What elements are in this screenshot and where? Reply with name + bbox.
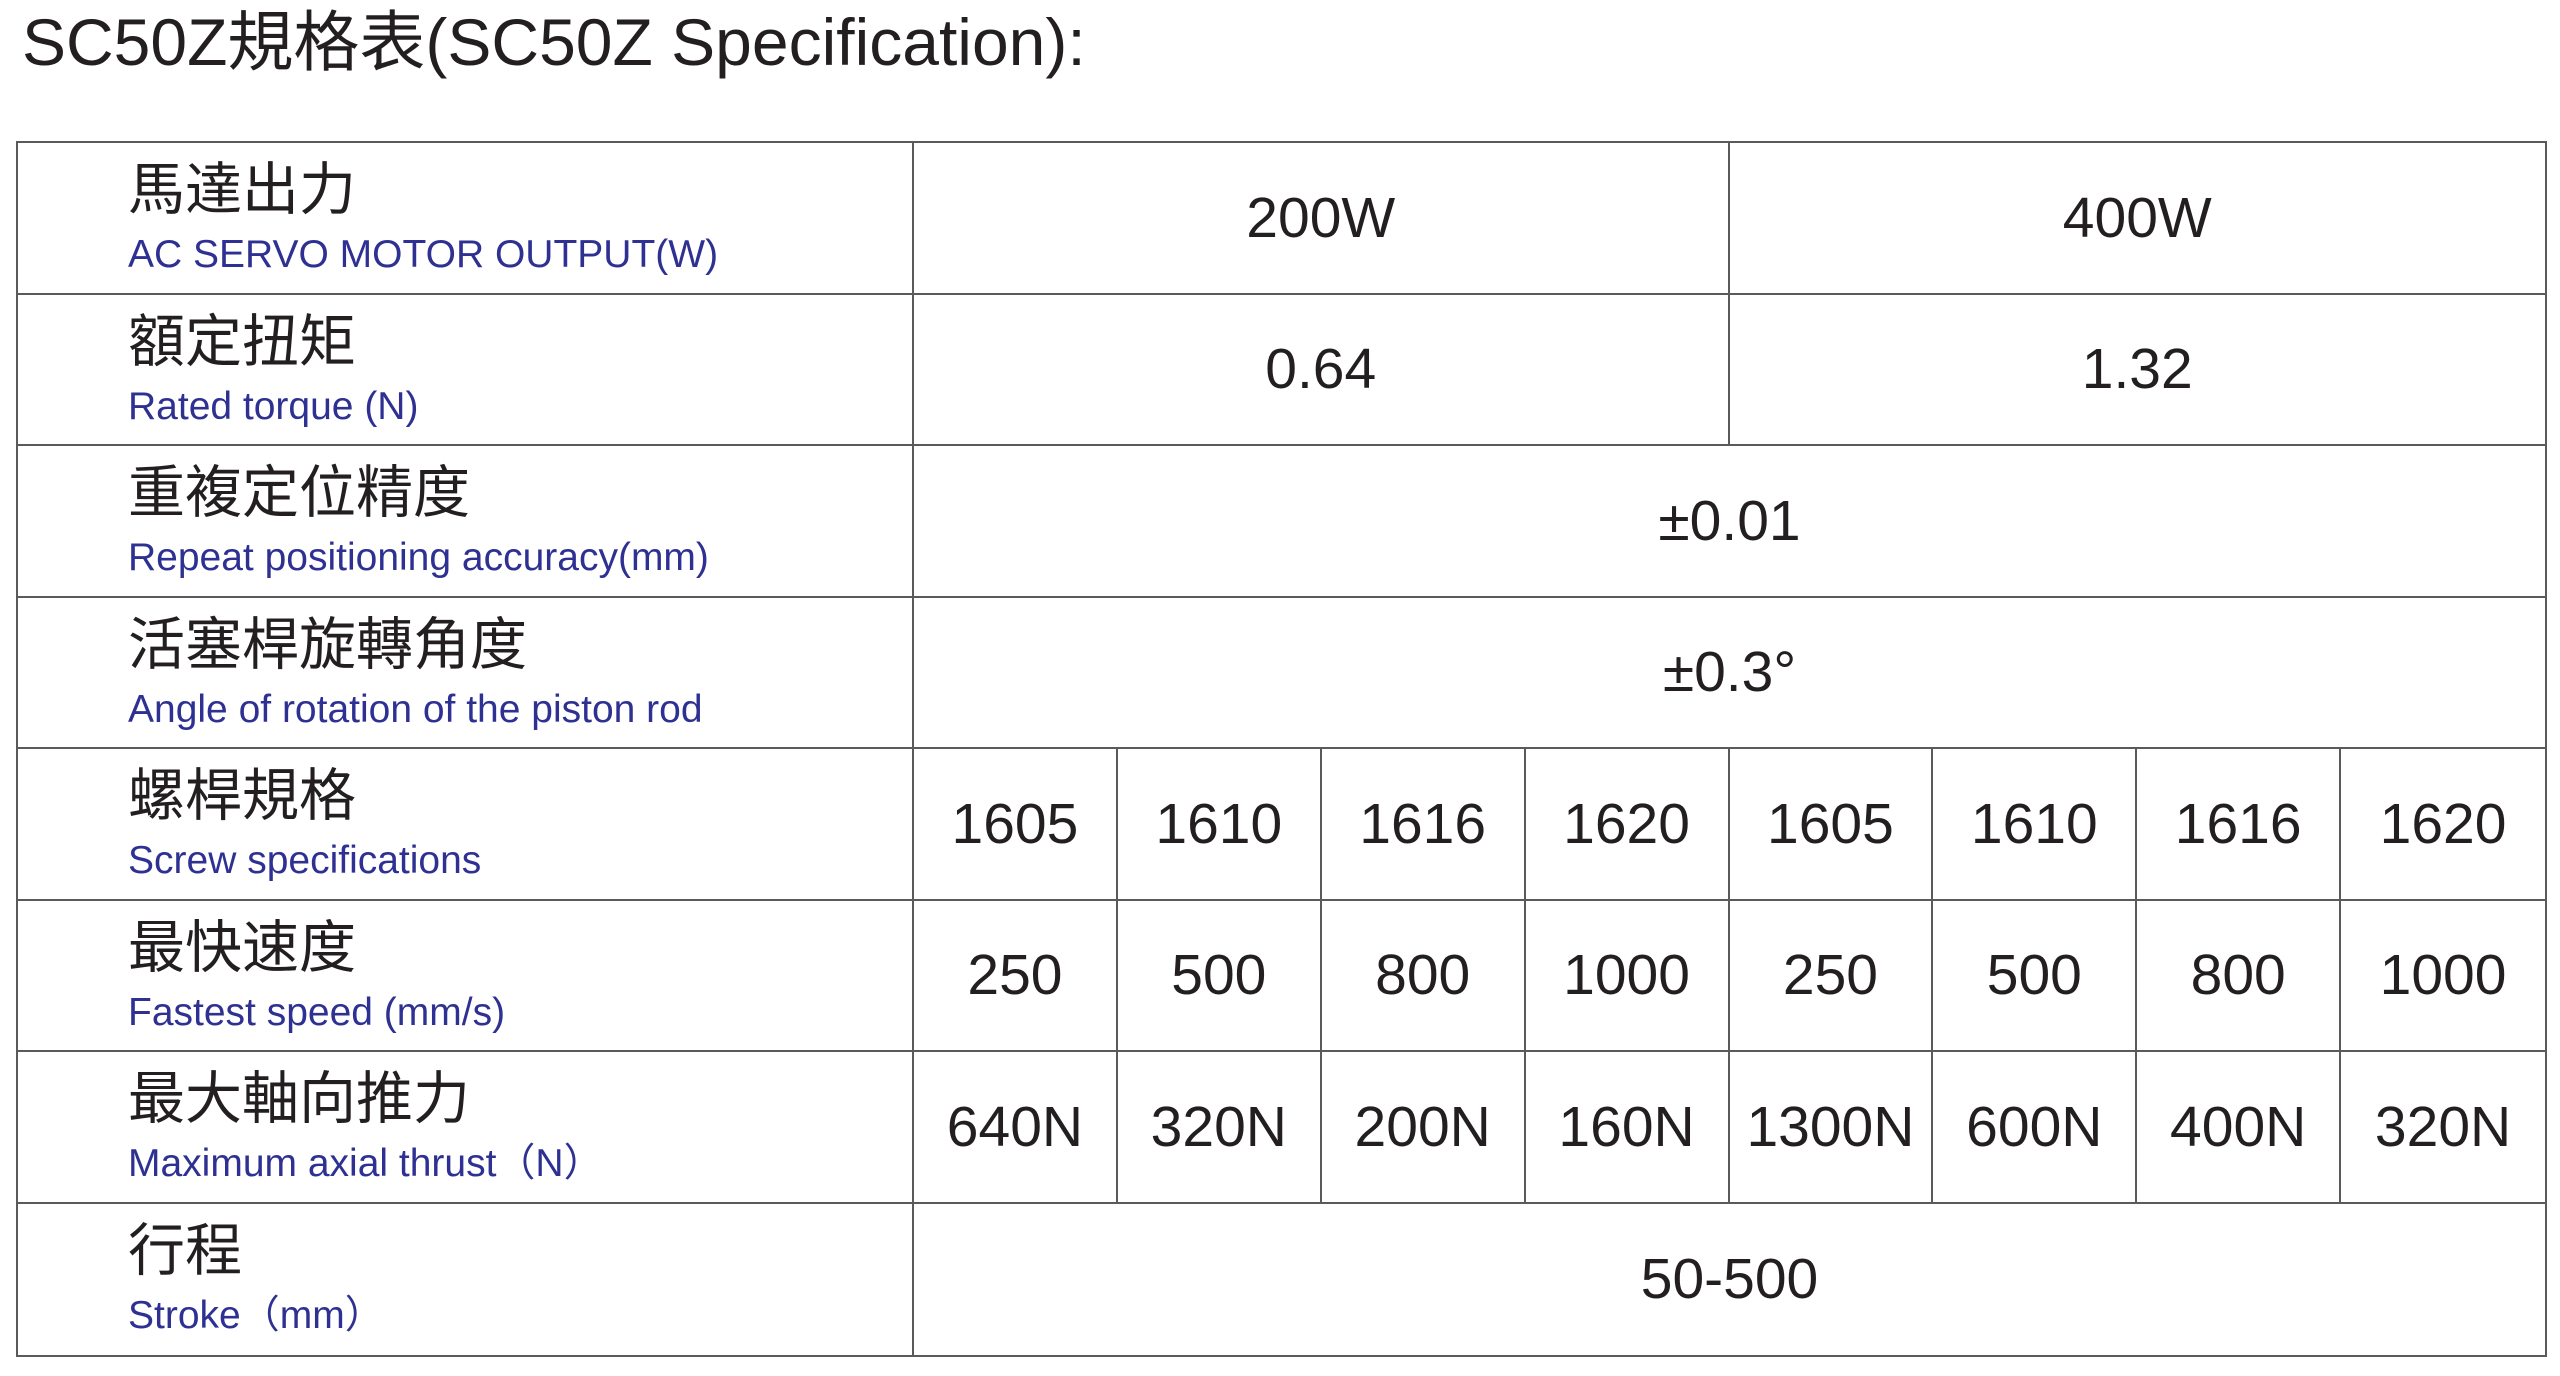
label-en: Repeat positioning accuracy(mm) xyxy=(128,536,709,579)
value-cell: 1616 xyxy=(1321,749,1526,901)
label-zh: 螺桿規格 xyxy=(128,764,356,828)
value-cell: 200N xyxy=(1321,1052,1526,1204)
value-cell: 250 xyxy=(914,900,1118,1052)
label-zh: 行程 xyxy=(128,1218,242,1283)
page-title: SC50Z規格表(SC50Z Specification): xyxy=(22,5,1086,79)
value-cell: 1620 xyxy=(2341,749,2545,901)
label-en: Stroke（mm） xyxy=(128,1293,384,1337)
value-cell: ±0.01 xyxy=(914,446,2545,598)
value-cell: 1000 xyxy=(2341,901,2545,1052)
label-zh: 活塞桿旋轉角度 xyxy=(128,612,527,677)
value-cell: 0.64 xyxy=(914,294,1730,446)
value-cell: 400W xyxy=(1729,143,2545,295)
label-zh: 額定扭矩 xyxy=(128,309,356,374)
value-cell: 1620 xyxy=(1525,749,1730,901)
value-cell: 1605 xyxy=(1729,749,1934,901)
label-en: AC SERVO MOTOR OUTPUT(W) xyxy=(128,233,719,276)
row-label: 重複定位精度 Repeat positioning accuracy(mm) xyxy=(18,446,914,598)
value-cell: 800 xyxy=(2137,900,2342,1052)
value-cell: 50-500 xyxy=(1640,1247,1819,1312)
value-cell: 500 xyxy=(1933,900,2138,1052)
value-cell: 640N xyxy=(914,1052,1118,1204)
value-cell: 200W xyxy=(914,143,1730,295)
spec-table: 馬達出力 AC SERVO MOTOR OUTPUT(W) 200W 400W 額定扭矩… xyxy=(16,141,2547,1357)
value-cell: 600N xyxy=(1933,1052,2138,1204)
label-en: Fastest speed (mm/s) xyxy=(128,990,506,1034)
row-label: 馬達出力 AC SERVO MOTOR OUTPUT(W) xyxy=(18,143,914,295)
label-zh: 最大軸向推力 xyxy=(128,1067,470,1131)
value-cell: 1000 xyxy=(1525,900,1730,1052)
value-cell: 1.32 xyxy=(1729,295,2545,446)
value-cell: 1300N xyxy=(1729,1052,1934,1204)
value-cell: 1616 xyxy=(2137,749,2342,901)
value-cell: 1610 xyxy=(1933,749,2138,901)
value-cell: 320N xyxy=(1117,1052,1322,1204)
label-zh: 最快速度 xyxy=(128,915,356,980)
value-cell: 320N xyxy=(2341,1052,2545,1204)
row-label: 最大軸向推力 Maximum axial thrust（N） xyxy=(18,1052,914,1204)
value-cell: 1610 xyxy=(1117,749,1322,901)
value-cell: ±0.3° xyxy=(914,598,2545,749)
value-cell: 400N xyxy=(2137,1052,2342,1204)
row-label: 額定扭矩 Rated torque (N) xyxy=(18,294,914,446)
row-label: 行程 Stroke（mm） xyxy=(18,1203,914,1355)
value-cell: 500 xyxy=(1117,900,1322,1052)
label-zh: 重複定位精度 xyxy=(128,461,470,525)
value-cell: 250 xyxy=(1729,900,1934,1052)
label-en: Angle of rotation of the piston rod xyxy=(128,687,703,731)
label-en: Screw specifications xyxy=(128,839,482,882)
label-zh: 馬達出力 xyxy=(128,158,356,222)
value-cell: 160N xyxy=(1525,1052,1730,1204)
row-label: 最快速度 Fastest speed (mm/s) xyxy=(18,900,914,1052)
row-label: 活塞桿旋轉角度 Angle of rotation of the piston r… xyxy=(18,597,914,749)
label-en: Rated torque (N) xyxy=(128,384,419,428)
row-label: 螺桿規格 Screw specifications xyxy=(18,749,914,901)
value-cell: 1605 xyxy=(914,749,1118,901)
value-cell: 800 xyxy=(1321,900,1526,1052)
label-en: Maximum axial thrust（N） xyxy=(128,1142,603,1185)
